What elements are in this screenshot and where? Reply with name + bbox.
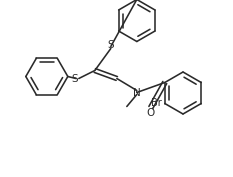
Text: N: N [133,87,141,98]
Text: S: S [107,39,114,50]
Text: S: S [71,73,78,84]
Text: Br: Br [151,98,162,107]
Text: O: O [147,107,155,118]
